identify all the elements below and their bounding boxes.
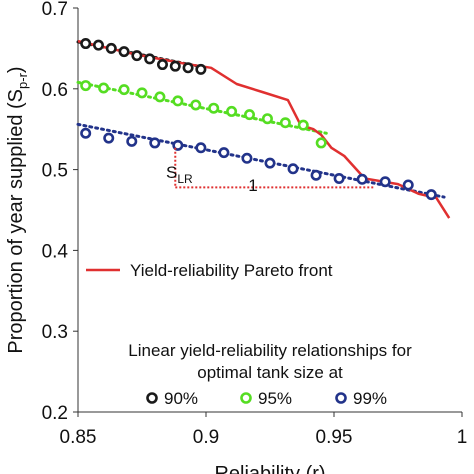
marker-90pct — [169, 60, 181, 72]
marker-95pct — [261, 113, 273, 125]
marker-99pct — [425, 189, 437, 201]
marker-99pct — [379, 176, 391, 188]
marker-95pct — [98, 82, 110, 94]
y-tick-label: 0.3 — [42, 322, 68, 343]
legend-marker-99pct — [335, 392, 347, 404]
legend-label-95pct: 95% — [258, 389, 292, 408]
marker-95pct — [172, 95, 184, 107]
marker-99pct — [103, 132, 115, 144]
y-axis-title-main: Proportion of year supplied (S — [5, 89, 27, 354]
y-axis-title-subscript: p-r — [15, 72, 30, 89]
legend-marker-90pct — [146, 392, 158, 404]
x-tick-label: 1 — [457, 427, 468, 448]
marker-99pct — [218, 147, 230, 159]
fit-lines — [76, 40, 446, 199]
marker-90pct — [195, 63, 207, 75]
legend-marker-95pct — [240, 392, 252, 404]
y-tick-label: 0.2 — [42, 403, 68, 424]
legend-label-99pct: 99% — [353, 389, 387, 408]
marker-99pct — [172, 139, 184, 151]
x-tick-label: 0.95 — [316, 427, 353, 448]
marker-95pct — [208, 102, 220, 114]
marker-95pct — [279, 117, 291, 129]
axes: 0.2 0.3 0.4 0.5 0.6 0.7 0.85 0.9 0.95 1 Reliabilit… — [5, 0, 467, 474]
x-tick-label: 0.85 — [60, 427, 97, 448]
x-axis-title: Reliability (r) — [214, 463, 325, 474]
marker-90pct — [156, 59, 168, 71]
marker-99pct — [287, 163, 299, 175]
legend-front-label: Yield-reliability Pareto front — [130, 261, 333, 280]
marker-90pct — [105, 42, 117, 54]
y-tick-label: 0.7 — [42, 0, 68, 20]
marker-90pct — [182, 62, 194, 74]
marker-95pct — [190, 99, 202, 111]
data-markers — [80, 38, 437, 201]
y-tick-label: 0.4 — [42, 241, 69, 262]
y-axis-title: Proportion of year supplied (Sp-r) — [5, 66, 30, 353]
marker-99pct — [195, 142, 207, 154]
x-tick-label: 0.9 — [193, 427, 219, 448]
marker-90pct — [80, 38, 92, 50]
marker-90pct — [144, 53, 156, 65]
marker-99pct — [333, 172, 345, 184]
marker-99pct — [126, 135, 138, 147]
marker-95pct — [118, 84, 130, 96]
legend-label-90pct: 90% — [164, 389, 198, 408]
y-tick-label: 0.5 — [42, 161, 68, 182]
y-tick-label: 0.6 — [42, 80, 68, 101]
slope-label: SLR — [166, 163, 193, 186]
legend-title-line1: Linear yield-reliability relationships f… — [128, 341, 412, 360]
pareto-front — [77, 39, 451, 219]
legend: Yield-reliability Pareto front Linear yie… — [86, 261, 412, 408]
marker-99pct — [402, 179, 414, 191]
marker-90pct — [92, 39, 104, 51]
marker-99pct — [264, 157, 276, 169]
marker-95pct — [154, 91, 166, 103]
run-label: 1 — [248, 176, 257, 195]
marker-99pct — [310, 169, 322, 181]
slope-label-subscript: LR — [177, 172, 193, 186]
marker-95pct — [297, 119, 309, 131]
pareto-front-line — [77, 39, 451, 219]
marker-95pct — [80, 80, 92, 92]
marker-99pct — [149, 137, 161, 149]
marker-95pct — [136, 87, 148, 99]
marker-99pct — [241, 152, 253, 164]
marker-95pct — [226, 105, 238, 117]
marker-90pct — [131, 50, 143, 62]
marker-90pct — [118, 46, 130, 58]
marker-99pct — [356, 173, 368, 185]
marker-99pct — [80, 127, 92, 139]
fit-line-99pct — [76, 122, 446, 199]
marker-95pct — [244, 109, 256, 121]
legend-title-line2: optimal tank size at — [197, 363, 343, 382]
marker-95pct — [315, 137, 327, 149]
y-axis-title-close: ) — [5, 66, 27, 73]
